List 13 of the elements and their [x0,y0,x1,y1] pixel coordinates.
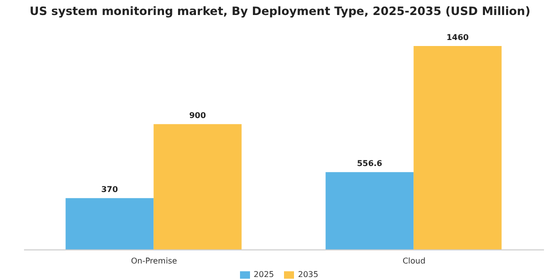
data-label: 556.6 [356,159,383,168]
x-tick-label: On-Premise [130,256,178,266]
bar [326,172,414,250]
bar [414,46,502,250]
x-tick-label: Cloud [402,256,426,266]
data-label: 1460 [446,33,470,42]
data-label: 370 [101,185,118,194]
bar [66,198,154,250]
legend-label: 2025 [254,270,274,279]
data-label: 900 [189,111,206,120]
bar [154,124,242,250]
chart-title: US system monitoring market, By Deployment Type, 2025-2035 (USD Million) [28,3,532,20]
legend-label: 2035 [298,270,318,279]
